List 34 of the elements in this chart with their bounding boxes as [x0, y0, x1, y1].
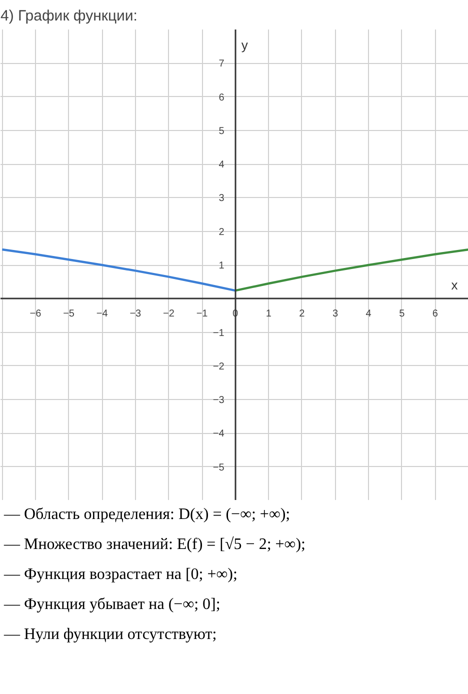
y-tick-label: 7	[218, 58, 225, 70]
y-tick-label: 6	[218, 92, 225, 104]
x-axis-title: x	[451, 278, 458, 293]
y-tick-label: −5	[212, 462, 225, 474]
x-tick-label: −3	[130, 308, 142, 320]
x-tick-label: −6	[30, 308, 42, 320]
y-tick-label: 4	[218, 160, 225, 171]
y-tick-label: 3	[218, 193, 225, 204]
line-series	[234, 248, 468, 292]
chart-title: 4) График функции:	[0, 8, 138, 24]
x-tick-label: 5	[399, 308, 406, 320]
text: — Функция возрастает на [0; +∞);	[4, 565, 238, 585]
y-tick-label: −2	[212, 361, 225, 372]
text: — Функция убывает на (−∞; 0];	[4, 595, 220, 615]
x-tick-label: 3	[332, 308, 338, 320]
y-tick-label: −1	[212, 328, 225, 339]
y-axis-title: y	[241, 38, 248, 52]
x-tick-label: 2	[299, 308, 306, 320]
text: — Область определения: D(x) = (−∞; +∞);	[4, 505, 290, 525]
y-tick-label: −3	[212, 395, 225, 406]
x-tick-label: −2	[163, 308, 175, 320]
y-tick-label: 5	[218, 126, 225, 137]
y-tick-label: 1	[218, 260, 225, 272]
x-tick-label: −4	[96, 308, 108, 320]
x-tick-label: −1	[196, 308, 208, 320]
x-tick-label: −5	[63, 308, 75, 320]
text: — Нули функции отсутствуют;	[4, 625, 217, 645]
x-tick-label: 6	[432, 308, 438, 320]
y-tick-label: −4	[212, 428, 225, 440]
y-tick-label: 2	[218, 226, 225, 238]
x-tick-label: 1	[266, 308, 272, 320]
line-series	[1, 248, 236, 292]
text: — Множество значений: E(f) = [√5 − 2; +∞);	[4, 535, 306, 555]
x-tick-label: 4	[366, 308, 372, 320]
